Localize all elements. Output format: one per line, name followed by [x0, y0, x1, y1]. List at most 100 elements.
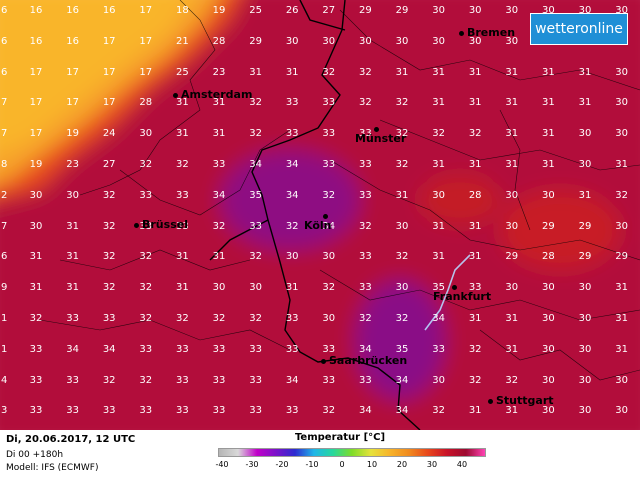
- grid-value: 34: [285, 374, 299, 386]
- grid-value: 30: [249, 282, 262, 294]
- grid-value: 31: [615, 159, 628, 170]
- grid-value: 16: [102, 5, 116, 16]
- grid-value: 31: [395, 66, 409, 78]
- grid-value: 30: [505, 189, 519, 201]
- grid-value: 29: [505, 251, 519, 263]
- city-label: Köln: [304, 219, 332, 232]
- grid-value: 32: [249, 128, 262, 140]
- grid-value: 29: [395, 5, 409, 16]
- grid-value: 31: [468, 220, 482, 232]
- grid-value: 30: [578, 128, 592, 140]
- grid-value: 31: [176, 282, 189, 294]
- grid-value: 31: [468, 159, 482, 170]
- grid-value: 35: [249, 189, 262, 201]
- grid-value: 33: [29, 343, 43, 355]
- grid-value: 32: [285, 220, 299, 232]
- grid-edge-value: 1: [1, 313, 8, 324]
- grid-value: 31: [285, 66, 299, 78]
- grid-value: 30: [615, 405, 628, 417]
- grid-value: 30: [578, 343, 592, 355]
- grid-value: 17: [29, 97, 43, 109]
- grid-value: 33: [285, 405, 299, 417]
- grid-value: 32: [212, 313, 226, 324]
- heat-core-rhine: [220, 150, 360, 250]
- city-dot: [452, 285, 457, 290]
- grid-value: 34: [285, 189, 299, 201]
- grid-value: 31: [176, 128, 189, 140]
- grid-value: 30: [139, 128, 153, 140]
- grid-value: 31: [29, 282, 43, 294]
- grid-value: 28: [542, 251, 555, 263]
- grid-value: 30: [468, 5, 482, 16]
- wetteronline-logo[interactable]: wetteronline: [530, 13, 628, 45]
- grid-value: 30: [542, 189, 555, 201]
- grid-value: 35: [395, 343, 409, 355]
- grid-edge-value: 7: [1, 220, 8, 232]
- grid-value: 31: [66, 251, 79, 263]
- grid-value: 32: [139, 374, 153, 386]
- grid-value: 32: [249, 313, 262, 324]
- borders-minor: [39, 0, 640, 381]
- grid-value: 30: [615, 374, 628, 386]
- legend-color-bar: [218, 448, 486, 457]
- grid-value: 31: [505, 343, 519, 355]
- grid-value: 33: [322, 343, 336, 355]
- grid-value: 34: [322, 220, 336, 232]
- grid-value: 32: [359, 220, 372, 232]
- grid-value: 17: [102, 97, 116, 109]
- grid-value: 30: [578, 5, 592, 16]
- grid-value: 34: [285, 159, 299, 170]
- grid-value: 33: [468, 282, 482, 294]
- grid-value: 32: [395, 313, 409, 324]
- grid-value: 33: [139, 405, 153, 417]
- city-dot: [459, 31, 464, 36]
- grid-value: 31: [468, 405, 482, 417]
- grid-value: 33: [322, 128, 336, 140]
- legend-tick: 40: [456, 460, 468, 469]
- grid-value: 31: [432, 97, 445, 109]
- forecast-datetime: Di, 20.06.2017, 12 UTC: [6, 434, 136, 445]
- grid-value: 31: [468, 251, 482, 263]
- grid-value: 31: [212, 251, 226, 263]
- grid-value: 30: [432, 5, 445, 16]
- grid-value: 32: [102, 374, 116, 386]
- grid-value: 17: [139, 5, 153, 16]
- grid-value: 32: [176, 159, 189, 170]
- grid-value: 32: [468, 128, 482, 140]
- city-dot: [134, 223, 139, 228]
- grid-value: 31: [542, 97, 555, 109]
- grid-value: 33: [29, 405, 43, 417]
- grid-value: 17: [66, 97, 79, 109]
- grid-value: 33: [29, 374, 43, 386]
- grid-value: 31: [505, 66, 519, 78]
- grid-edge-value: 7: [1, 128, 8, 140]
- grid-value: 30: [542, 5, 555, 16]
- grid-edge-value: 2: [1, 189, 8, 201]
- grid-value: 25: [249, 5, 262, 16]
- model-name: Modell: IFS (ECMWF): [6, 463, 99, 473]
- cooler-east: [500, 190, 620, 270]
- grid-value: 33: [285, 97, 299, 109]
- grid-value: 33: [249, 343, 262, 355]
- grid-value: 30: [615, 5, 628, 16]
- grid-value: 30: [578, 405, 592, 417]
- grid-value: 30: [505, 282, 519, 294]
- grid-value: 29: [359, 5, 372, 16]
- grid-value: 31: [66, 282, 79, 294]
- grid-value: 31: [542, 159, 555, 170]
- grid-value: 31: [578, 97, 592, 109]
- grid-value: 30: [578, 159, 592, 170]
- grid-value: 33: [359, 128, 372, 140]
- grid-value: 28: [212, 35, 226, 47]
- city-label: Amsterdam: [181, 88, 253, 101]
- grid-value: 31: [249, 66, 262, 78]
- grid-value: 31: [505, 128, 519, 140]
- grid-value: 32: [322, 189, 336, 201]
- grid-value: 30: [285, 251, 299, 263]
- grid-value: 31: [505, 405, 519, 417]
- grid-value: 30: [432, 189, 445, 201]
- grid-value: 25: [176, 66, 189, 78]
- borders-national: [209, 0, 421, 430]
- grid-value: 31: [66, 220, 79, 232]
- grid-value: 17: [29, 128, 43, 140]
